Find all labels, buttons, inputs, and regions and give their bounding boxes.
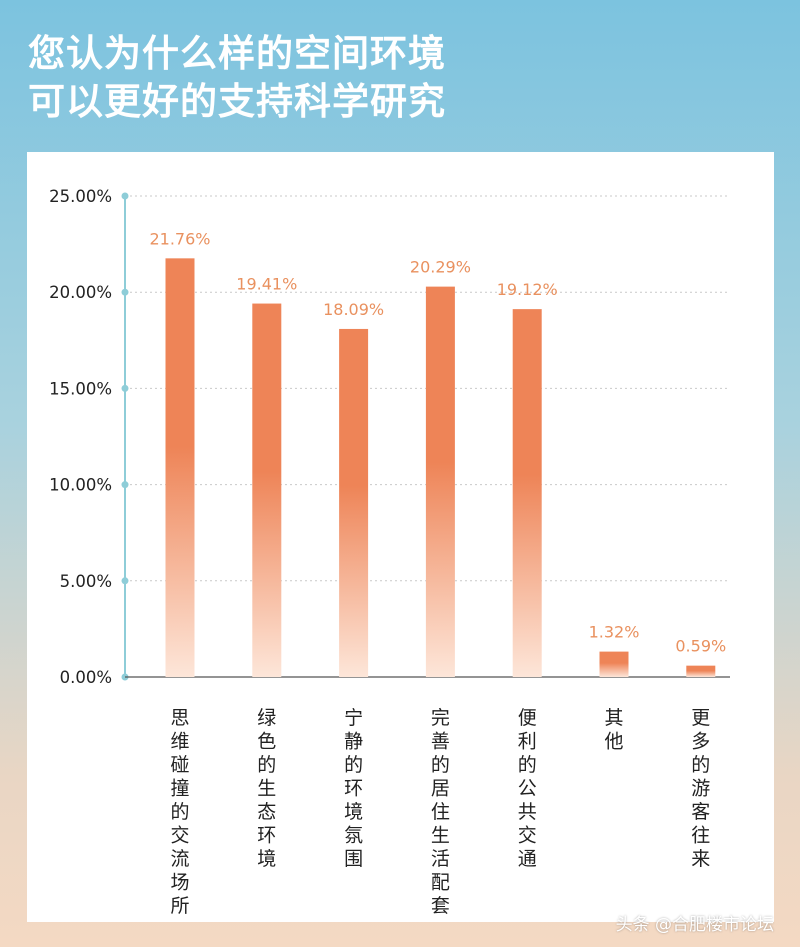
title-line-1: 您认为什么样的空间环境 [28, 32, 446, 75]
bar-value-label: 1.32% [589, 623, 640, 642]
y-tick-label: 5.00% [60, 572, 112, 591]
bar [165, 258, 195, 677]
x-category-label: 绿色的生态环境 [257, 707, 276, 870]
bar [686, 665, 716, 677]
watermark: 头条 @合肥楼市论坛 [615, 915, 774, 935]
bar [339, 328, 369, 677]
y-tick-label: 25.00% [49, 187, 112, 206]
chart-title: 您认为什么样的空间环境 可以更好的支持科学研究 [28, 30, 446, 126]
y-tick-label: 20.00% [49, 283, 112, 302]
bar [512, 309, 542, 677]
bar [599, 651, 629, 677]
bar-value-label: 20.29% [410, 258, 471, 277]
bar-value-label: 18.09% [323, 300, 384, 319]
bar-value-label: 19.12% [497, 280, 558, 299]
bar [425, 286, 455, 677]
bar [252, 303, 282, 677]
x-category-label: 便利的公共交通 [518, 707, 537, 870]
x-category-label: 思维碰撞的交流场所 [170, 707, 189, 917]
x-category-label: 宁静的环境氛围 [344, 707, 363, 870]
x-category-label: 其他 [604, 707, 623, 753]
x-category-label: 完善的居住生活配套 [431, 707, 450, 917]
bar-chart: 0.00% 5.00% 10.00% 15.00% 20.00% 25.00% 21.76%… [49, 187, 730, 917]
y-tick-label: 0.00% [60, 668, 112, 687]
y-tick-label: 15.00% [49, 379, 112, 398]
x-category-label: 更多的游客往来 [691, 707, 710, 870]
bar-value-label: 21.76% [149, 229, 210, 248]
chart-panel: 0.00% 5.00% 10.00% 15.00% 20.00% 25.00% 21.76%… [27, 152, 774, 922]
y-tick-label: 10.00% [49, 476, 112, 495]
bar-value-label: 19.41% [236, 275, 297, 294]
title-line-2: 可以更好的支持科学研究 [28, 80, 446, 123]
bar-value-label: 0.59% [675, 637, 726, 656]
